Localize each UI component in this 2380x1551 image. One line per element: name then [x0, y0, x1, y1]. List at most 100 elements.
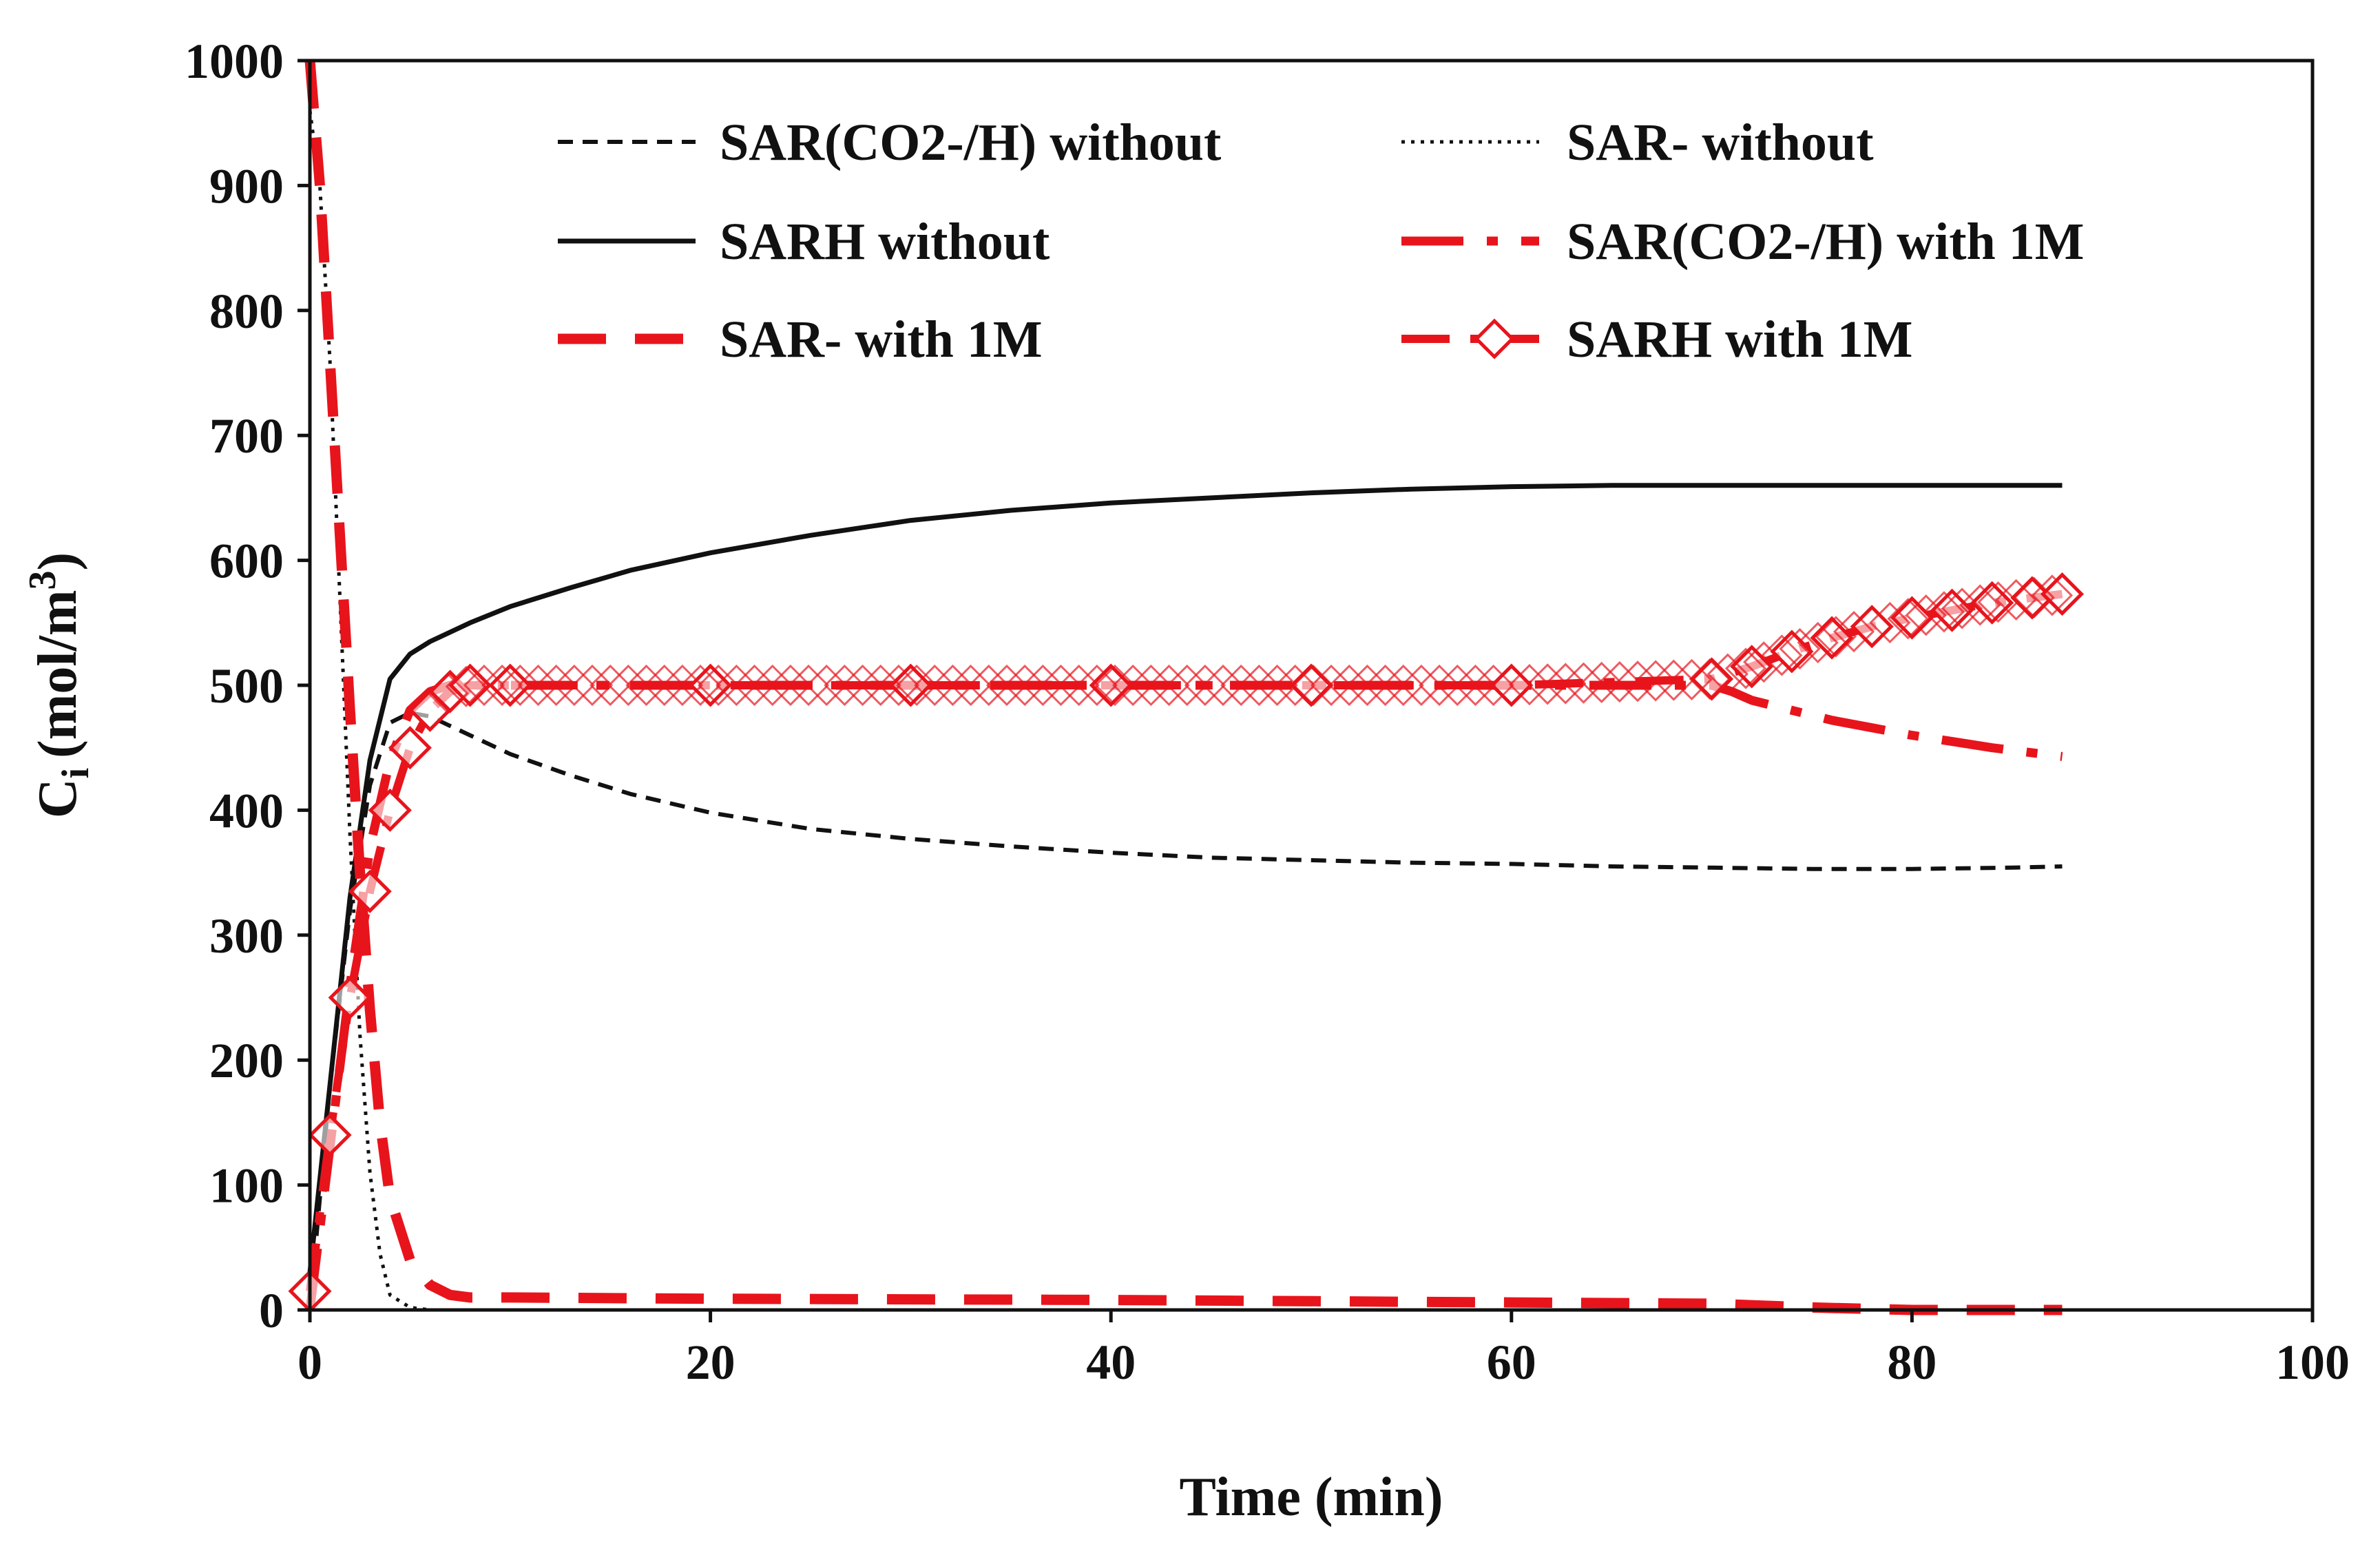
marker-diamond: [932, 664, 974, 707]
marker-diamond: [1508, 664, 1551, 706]
marker-diamond: [1148, 664, 1190, 707]
marker-diamond: [985, 664, 1028, 707]
marker-diamond: [1563, 662, 1605, 704]
marker-diamond: [1671, 658, 1713, 700]
marker-diamond: [1941, 587, 1983, 629]
marker-diamond: [445, 665, 487, 707]
marker-diamond: [1797, 621, 1839, 664]
marker-diamond: [1022, 664, 1064, 707]
legend-label: SAR(CO2-/H) without: [720, 114, 1221, 171]
marker-diamond: [1220, 664, 1262, 707]
y-axis-title-superscript: 3: [21, 570, 64, 590]
marker-diamond: [1292, 664, 1335, 707]
marker-diamond: [842, 664, 884, 707]
marker-diamond: [806, 664, 848, 707]
marker-diamond: [1202, 664, 1244, 707]
marker-diamond: [1527, 663, 1569, 705]
x-axis-title: Time (min): [1180, 1467, 1443, 1528]
y-axis-title-close: ): [28, 552, 88, 571]
marker-diamond: [1995, 579, 2037, 621]
marker-diamond: [571, 664, 614, 707]
y-tick-label: 100: [209, 1158, 284, 1214]
marker-diamond: [1256, 664, 1298, 707]
marker-diamond: [1616, 660, 1659, 702]
legend-diamond-marker: [1474, 318, 1515, 360]
series-line-3: [307, 483, 2063, 1273]
legend-label: SAR- without: [1567, 114, 1874, 171]
y-tick-label: 400: [209, 783, 284, 838]
marker-diamond: [427, 672, 469, 714]
data-point-diamond: [448, 663, 492, 707]
y-tick-label: 300: [209, 908, 284, 964]
marker-diamond: [1706, 653, 1749, 695]
marker-diamond: [1724, 647, 1767, 689]
marker-diamond: [1418, 664, 1461, 707]
y-tick-label: 1000: [185, 34, 284, 89]
marker-diamond: [481, 664, 523, 707]
x-tick-label: 100: [2275, 1335, 2350, 1390]
marker-diamond: [787, 664, 830, 707]
series-line-1: [308, 710, 2063, 1311]
marker-diamond: [2013, 576, 2055, 618]
data-point-diamond: [388, 726, 432, 770]
marker-diamond: [1905, 594, 1947, 636]
y-tick-label: 900: [209, 158, 284, 214]
marker-diamond: [914, 664, 956, 707]
marker-diamond: [1869, 601, 1911, 644]
y-tick-label: 200: [209, 1033, 284, 1088]
marker-diamond: [1382, 664, 1424, 707]
marker-diamond: [535, 664, 577, 707]
marker-diamond: [1346, 664, 1388, 707]
marker-diamond: [2031, 574, 2074, 616]
marker-diamond: [1598, 660, 1640, 703]
marker-diamond: [661, 664, 704, 707]
marker-diamond: [1833, 610, 1875, 653]
marker-diamond: [1364, 664, 1406, 707]
marker-diamond: [1689, 658, 1731, 700]
marker-diamond: [1779, 627, 1821, 670]
marker-diamond: [769, 664, 812, 707]
data-point-diamond: [1930, 588, 1974, 632]
marker-diamond: [968, 664, 1010, 707]
y-tick-label: 800: [209, 284, 284, 339]
marker-diamond: [607, 664, 649, 707]
data-point-diamond: [368, 788, 412, 832]
data-point-diamond: [1730, 645, 1774, 689]
marker-diamond: [1653, 659, 1695, 701]
marker-diamond: [751, 664, 793, 707]
marker-diamond: [1058, 664, 1100, 707]
x-tick-label: 80: [1887, 1335, 1937, 1390]
marker-diamond: [1761, 634, 1803, 676]
marker-diamond: [625, 664, 667, 707]
marker-diamond: [409, 689, 451, 731]
marker-diamond: [1130, 664, 1172, 707]
marker-diamond: [1887, 598, 1929, 640]
marker-diamond: [1545, 663, 1587, 705]
marker-diamond: [1076, 664, 1118, 707]
y-axis-title-symbol: C: [28, 778, 88, 818]
y-tick-label: 0: [259, 1283, 284, 1338]
marker-diamond: [499, 664, 541, 707]
marker-diamond: [1743, 641, 1785, 683]
marker-diamond: [950, 664, 992, 707]
marker-diamond: [1815, 616, 1857, 658]
marker-diamond: [1472, 664, 1514, 707]
data-point-diamond: [1089, 663, 1133, 707]
marker-diamond: [517, 664, 559, 707]
x-tick-label: 40: [1086, 1335, 1136, 1390]
y-axis-title-subscript: i: [54, 768, 97, 779]
y-axis-title-unit: (mol/m: [28, 590, 88, 758]
marker-diamond: [824, 664, 866, 707]
x-tick-label: 0: [298, 1335, 322, 1390]
marker-diamond: [1851, 605, 1893, 647]
marker-diamond: [1490, 664, 1532, 707]
marker-diamond: [679, 664, 722, 707]
marker-diamond: [1310, 664, 1353, 707]
marker-diamond: [1040, 664, 1082, 707]
marker-diamond: [589, 664, 631, 707]
legend-label: SAR(CO2-/H) with 1M: [1567, 213, 2085, 271]
marker-diamond: [859, 664, 901, 707]
y-tick-label: 600: [209, 534, 284, 589]
